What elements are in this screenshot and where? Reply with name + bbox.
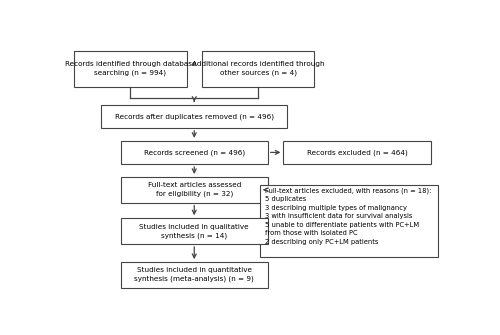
Text: Full-text articles assessed
for eligibility (n = 32): Full-text articles assessed for eligibil… bbox=[148, 182, 241, 197]
FancyBboxPatch shape bbox=[101, 105, 287, 128]
Text: Records identified through database
searching (n = 994): Records identified through database sear… bbox=[64, 61, 196, 76]
FancyBboxPatch shape bbox=[284, 141, 430, 164]
Text: Studies included in qualitative
synthesis (n = 14): Studies included in qualitative synthesi… bbox=[140, 223, 249, 239]
FancyBboxPatch shape bbox=[202, 51, 314, 87]
Text: Records after duplicates removed (n = 496): Records after duplicates removed (n = 49… bbox=[115, 113, 274, 120]
FancyBboxPatch shape bbox=[260, 185, 438, 257]
FancyBboxPatch shape bbox=[120, 177, 268, 203]
FancyBboxPatch shape bbox=[120, 262, 268, 288]
FancyBboxPatch shape bbox=[120, 218, 268, 244]
Text: Full-text articles excluded, with reasons (n = 18):
5 duplicates
3 describing mu: Full-text articles excluded, with reason… bbox=[265, 187, 431, 245]
FancyBboxPatch shape bbox=[74, 51, 186, 87]
Text: Studies included in quantitative
synthesis (meta-analysis) (n = 9): Studies included in quantitative synthes… bbox=[134, 267, 254, 282]
Text: Additional records identified through
other sources (n = 4): Additional records identified through ot… bbox=[192, 61, 324, 76]
Text: Records screened (n = 496): Records screened (n = 496) bbox=[144, 149, 245, 156]
FancyBboxPatch shape bbox=[120, 141, 268, 164]
Text: Records excluded (n = 464): Records excluded (n = 464) bbox=[306, 149, 408, 156]
